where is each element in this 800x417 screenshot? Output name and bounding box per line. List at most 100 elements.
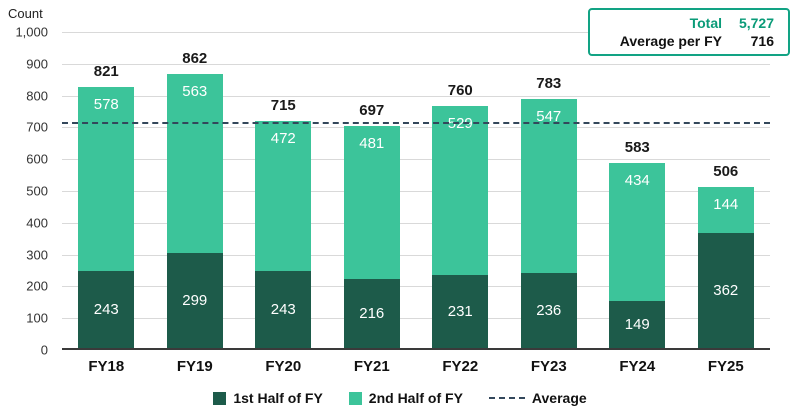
y-axis-ticks: 0 100 200 300 400 500 600 700 800 900 1,000 bbox=[0, 25, 54, 358]
segment-value-label: 434 bbox=[624, 171, 650, 189]
segment-second-half-fy18: 578 bbox=[78, 86, 135, 271]
bars: 821 578 243 862 563 299 715 472 243 697 481 216 760 5… bbox=[62, 32, 770, 348]
legend-item-average: Average bbox=[488, 390, 587, 406]
legend-label-average: Average bbox=[531, 390, 587, 406]
segment-second-half-fy23: 547 bbox=[520, 99, 577, 273]
y-tick-label: 400 bbox=[26, 215, 48, 231]
legend-label-second-half: 2nd Half of FY bbox=[368, 390, 463, 406]
x-tick-fy25: FY25 bbox=[707, 358, 744, 375]
first-half-swatch-icon bbox=[213, 391, 227, 405]
gridline bbox=[62, 127, 770, 129]
summary-total-value: 5,727 bbox=[738, 15, 774, 31]
y-tick-label: 800 bbox=[26, 88, 48, 104]
bar-fy20: 715 472 243 bbox=[255, 97, 312, 348]
bar-fy18: 821 578 243 bbox=[78, 63, 135, 348]
segment-first-half-fy25: 362 bbox=[697, 232, 754, 348]
legend-label-first-half: 1st Half of FY bbox=[233, 390, 323, 406]
segment-value-label: 149 bbox=[624, 315, 650, 333]
bar-fy21: 697 481 216 bbox=[343, 102, 400, 348]
average-line bbox=[62, 122, 770, 125]
segment-value-label: 481 bbox=[359, 135, 385, 153]
x-tick-fy19: FY19 bbox=[176, 358, 213, 375]
x-tick-fy21: FY21 bbox=[353, 358, 390, 375]
x-tick-fy20: FY20 bbox=[265, 358, 302, 375]
legend-item-first-half: 1st Half of FY bbox=[213, 390, 323, 406]
gridline bbox=[62, 318, 770, 320]
y-tick-label: 300 bbox=[26, 247, 48, 263]
x-axis-labels: FY18 FY19 FY20 FY21 FY22 FY23 FY24 FY25 bbox=[62, 358, 770, 375]
summary-box: Total 5,727 Average per FY 716 bbox=[588, 8, 790, 56]
segment-first-half-fy23: 236 bbox=[520, 272, 577, 348]
legend: 1st Half of FY 2nd Half of FY Average bbox=[0, 390, 800, 406]
segment-value-label: 243 bbox=[93, 300, 119, 318]
segment-value-label: 243 bbox=[270, 300, 296, 318]
bar-fy22: 760 529 231 bbox=[432, 82, 489, 348]
segment-second-half-fy22: 529 bbox=[432, 106, 489, 275]
summary-total-label: Total bbox=[689, 15, 722, 31]
total-label-fy18: 821 bbox=[93, 62, 119, 80]
plot-area: 821 578 243 862 563 299 715 472 243 697 481 216 760 5… bbox=[62, 32, 770, 350]
segment-value-label: 529 bbox=[447, 115, 473, 133]
segment-value-label: 547 bbox=[536, 108, 562, 126]
total-label-fy23: 783 bbox=[536, 75, 562, 93]
gridline bbox=[62, 63, 770, 65]
average-dashed-line-icon bbox=[488, 397, 525, 399]
total-label-fy19: 862 bbox=[182, 49, 208, 67]
segment-value-label: 216 bbox=[359, 305, 385, 323]
summary-average-value: 716 bbox=[750, 33, 774, 49]
y-tick-label: 900 bbox=[26, 56, 48, 72]
segment-second-half-fy24: 434 bbox=[609, 162, 666, 301]
total-label-fy24: 583 bbox=[624, 138, 650, 156]
legend-item-second-half: 2nd Half of FY bbox=[348, 390, 463, 406]
bar-fy24: 583 434 149 bbox=[609, 139, 666, 348]
second-half-swatch-icon bbox=[348, 391, 362, 405]
gridline bbox=[62, 286, 770, 288]
y-tick-label: 0 bbox=[40, 342, 48, 358]
segment-value-label: 236 bbox=[536, 301, 562, 319]
segment-first-half-fy21: 216 bbox=[343, 279, 400, 348]
segment-value-label: 144 bbox=[713, 196, 739, 214]
segment-value-label: 563 bbox=[182, 82, 208, 100]
segment-second-half-fy20: 472 bbox=[255, 120, 312, 271]
x-tick-fy23: FY23 bbox=[530, 358, 567, 375]
gridline bbox=[62, 254, 770, 256]
summary-row-average: Average per FY 716 bbox=[590, 32, 788, 50]
y-tick-label: 600 bbox=[26, 151, 48, 167]
x-tick-fy24: FY24 bbox=[619, 358, 656, 375]
total-label-fy20: 715 bbox=[270, 96, 296, 114]
total-label-fy22: 760 bbox=[447, 82, 473, 100]
total-label-fy25: 506 bbox=[713, 163, 739, 181]
gridline bbox=[62, 95, 770, 97]
y-tick-label: 700 bbox=[26, 119, 48, 135]
gridline bbox=[62, 222, 770, 224]
segment-first-half-fy20: 243 bbox=[255, 270, 312, 348]
y-tick-label: 200 bbox=[26, 278, 48, 294]
gridline bbox=[62, 159, 770, 161]
y-tick-label: 500 bbox=[26, 183, 48, 199]
segment-first-half-fy22: 231 bbox=[432, 274, 489, 348]
bar-fy19: 862 563 299 bbox=[166, 50, 223, 348]
gridline bbox=[62, 32, 770, 33]
segment-second-half-fy21: 481 bbox=[343, 126, 400, 280]
x-tick-fy22: FY22 bbox=[442, 358, 479, 375]
total-label-fy21: 697 bbox=[359, 102, 385, 120]
summary-average-label: Average per FY bbox=[619, 33, 722, 49]
segment-value-label: 578 bbox=[93, 95, 119, 113]
x-tick-fy18: FY18 bbox=[88, 358, 125, 375]
summary-row-total: Total 5,727 bbox=[590, 14, 788, 32]
y-tick-label: 100 bbox=[26, 310, 48, 326]
segment-value-label: 472 bbox=[270, 129, 296, 147]
bar-fy23: 783 547 236 bbox=[520, 75, 577, 348]
segment-first-half-fy18: 243 bbox=[78, 270, 135, 348]
segment-value-label: 362 bbox=[713, 281, 739, 299]
segment-value-label: 231 bbox=[447, 302, 473, 320]
bar-fy25: 506 144 362 bbox=[697, 163, 754, 348]
segment-second-half-fy25: 144 bbox=[697, 187, 754, 233]
y-axis-title: Count bbox=[8, 6, 43, 21]
y-tick-label: 1,000 bbox=[15, 24, 48, 40]
segment-first-half-fy24: 149 bbox=[609, 300, 666, 348]
segment-first-half-fy19: 299 bbox=[166, 252, 223, 348]
segment-second-half-fy19: 563 bbox=[166, 73, 223, 253]
segment-value-label: 299 bbox=[182, 291, 208, 309]
